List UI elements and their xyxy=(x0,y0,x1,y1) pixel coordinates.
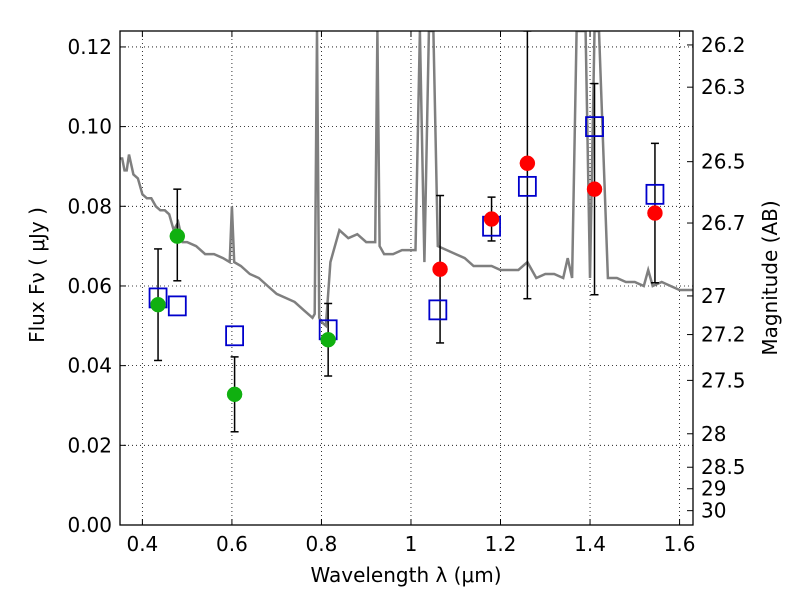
right-tick-label: 27 xyxy=(701,284,726,308)
observed-point xyxy=(432,261,448,277)
observed-point xyxy=(226,386,243,403)
model-photometry-square xyxy=(585,116,604,138)
observed-point xyxy=(150,296,166,313)
right-tick-label: 27.5 xyxy=(701,368,746,392)
x-tick-label: 1.6 xyxy=(664,532,696,556)
y-tick-label: 0.12 xyxy=(67,35,112,59)
y-tick-labels: 0.00 0.02 0.04 0.06 0.08 0.10 0.12 xyxy=(67,35,112,537)
observed-point xyxy=(519,155,536,172)
x-axis-title: Wavelength λ (μm) xyxy=(310,563,501,587)
x-tick-label: 1 xyxy=(405,532,418,556)
right-tick-label: 28.5 xyxy=(701,455,746,479)
observed-point xyxy=(647,205,663,221)
right-tick-label: 26.7 xyxy=(701,211,746,235)
right-tick-label: 28 xyxy=(701,422,726,446)
observed-point xyxy=(586,181,603,197)
plot-area xyxy=(120,31,693,433)
right-tick-label: 26.5 xyxy=(701,150,746,174)
model-photometry-square xyxy=(225,325,245,347)
x-tick-label: 1.2 xyxy=(485,532,517,556)
y-axis-title: Flux Fν ( μJy ) xyxy=(25,207,49,343)
y-tick-label: 0.10 xyxy=(67,115,112,139)
y-tick-label: 0.02 xyxy=(67,433,112,457)
y-tick-label: 0.06 xyxy=(67,274,112,298)
observed-point xyxy=(483,211,500,227)
model-photometry-square xyxy=(428,299,448,321)
right-tick-label: 26.2 xyxy=(701,33,746,57)
y-tick-label: 0.04 xyxy=(67,354,112,378)
x-tick-labels: 0.4 0.6 0.8 1 1.2 1.4 1.6 xyxy=(126,532,695,556)
model-photometry-square xyxy=(517,175,537,197)
x-tick-label: 1.4 xyxy=(574,532,606,556)
observed-point xyxy=(320,332,336,348)
right-tick-label: 26.3 xyxy=(701,75,746,99)
plot-frame xyxy=(119,30,694,526)
y-tick-label: 0.00 xyxy=(67,513,112,537)
y-tick-label: 0.08 xyxy=(67,194,112,218)
observed-points xyxy=(150,155,663,403)
model-photometry-square xyxy=(167,295,187,317)
right-tick-label: 29 xyxy=(701,477,726,501)
observed-point xyxy=(169,228,186,244)
model-photometry-square xyxy=(645,183,665,205)
right-tick-label: 27.2 xyxy=(701,323,746,347)
x-tick-label: 0.6 xyxy=(216,532,248,556)
right-axis-title: Magnitude (AB) xyxy=(758,200,782,355)
axis-ticks xyxy=(120,31,693,526)
right-tick-label: 30 xyxy=(701,499,726,523)
x-tick-label: 0.4 xyxy=(126,532,158,556)
x-tick-label: 0.8 xyxy=(306,532,338,556)
model-spectrum-line xyxy=(120,31,693,329)
